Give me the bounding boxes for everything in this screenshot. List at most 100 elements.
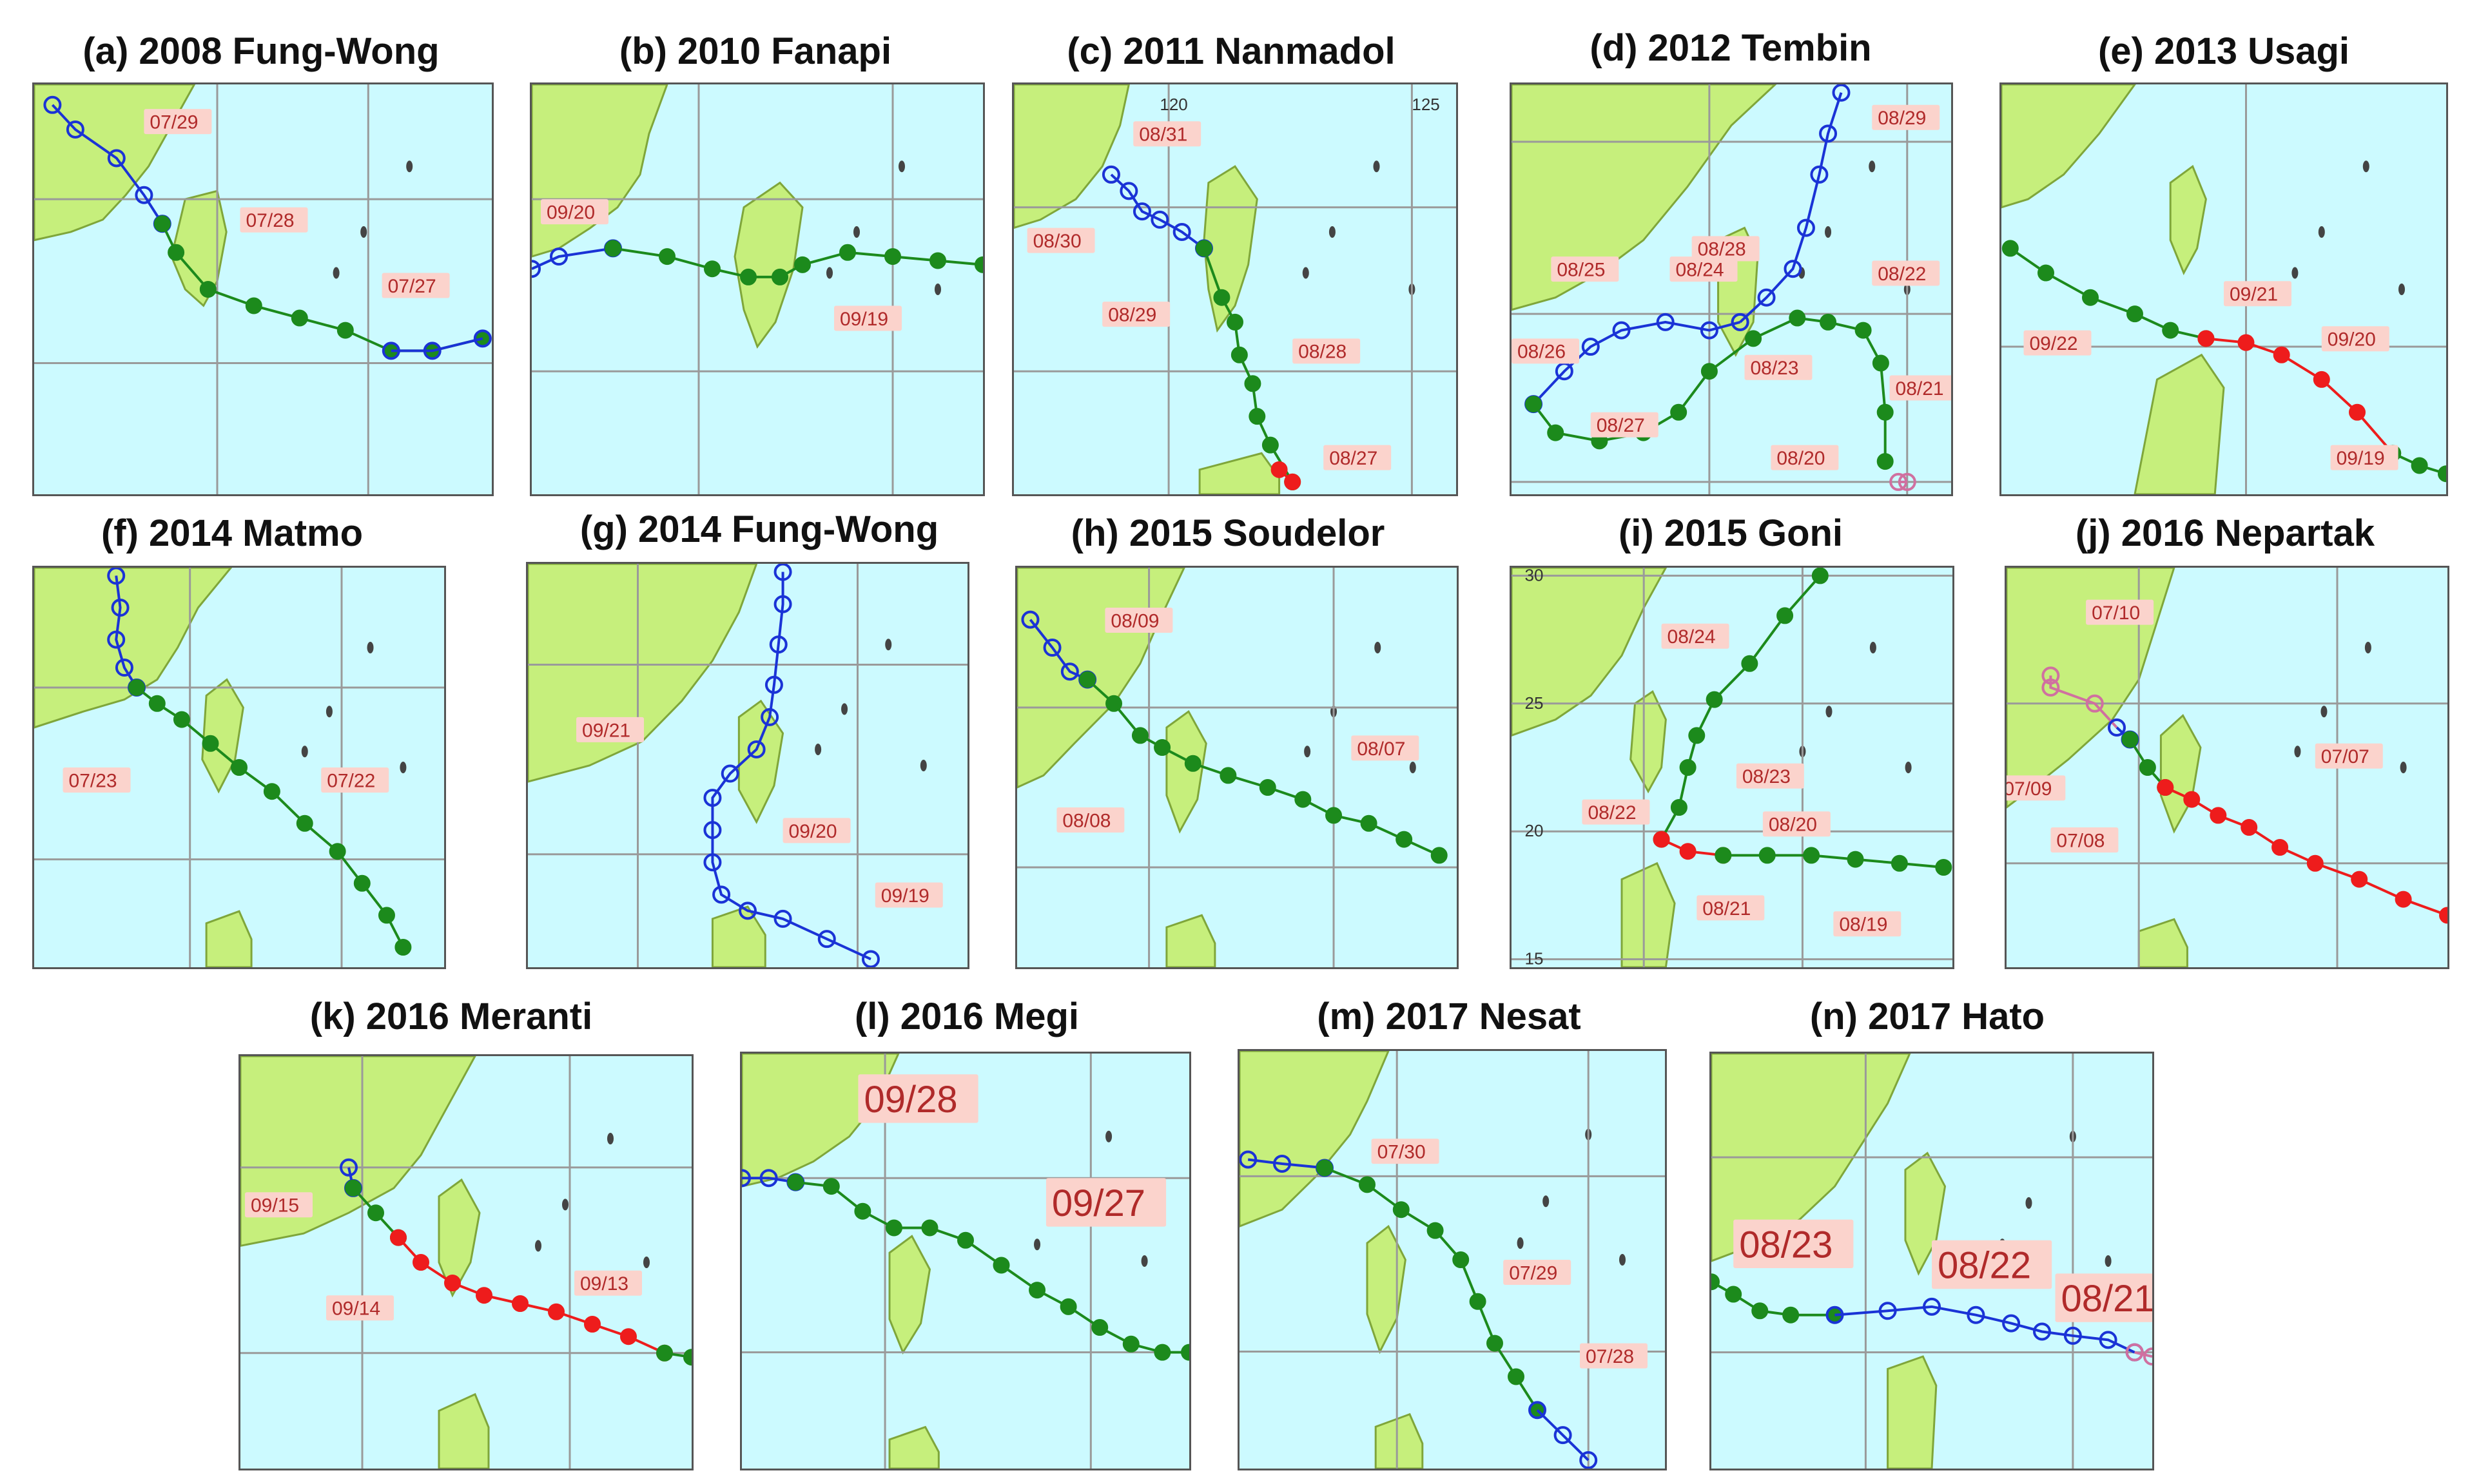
date-label-background: [858, 1074, 978, 1123]
track-point-green: [854, 1202, 871, 1220]
island-mark: [1304, 746, 1311, 758]
date-label-text: 08/24: [1676, 260, 1724, 281]
date-label-background: [1669, 256, 1738, 282]
track-point-green: [378, 907, 395, 924]
track-point-green: [1395, 831, 1413, 848]
track-point-blue: [1120, 182, 1138, 200]
track-point-blue: [773, 909, 792, 928]
track-point-blue: [111, 599, 130, 617]
track-point-green: [1079, 671, 1096, 688]
land-luzon: [711, 905, 766, 967]
track-point-blue: [1043, 639, 1062, 657]
date-label-text: 09/19: [881, 885, 929, 907]
land-mainland: [34, 568, 233, 729]
track-point-green: [772, 268, 788, 285]
track-point-green: [345, 1179, 362, 1197]
date-label-text: 07/10: [2092, 602, 2140, 624]
date-label-background: [1102, 302, 1171, 327]
date-label-text: 09/20: [547, 202, 595, 224]
date-label: 09/22: [2023, 330, 2092, 356]
track-map: 08/29 08/25 08/24 08/28 08/22 08/26 08/23 08/21…: [1510, 82, 1953, 496]
map-canvas: 07/10 07/07 07/09 07/08: [2007, 568, 2447, 967]
track-line-green: [1324, 1166, 1539, 1411]
track-point-green: [1715, 847, 1732, 864]
track-line-green: [1086, 679, 1440, 857]
track-point-blue: [550, 247, 568, 266]
map-canvas: 09/15 09/13 09/14: [240, 1056, 692, 1469]
island-mark: [1869, 160, 1876, 173]
date-label-text: 08/20: [1776, 448, 1825, 469]
date-label-background: [541, 199, 608, 225]
date-label: 09/20: [541, 199, 608, 225]
track-point-green: [822, 1178, 840, 1195]
date-label: 09/15: [245, 1192, 313, 1218]
date-label-background: [1691, 236, 1760, 262]
track-point-green: [1244, 375, 1261, 392]
track-point-green: [394, 939, 412, 956]
track-point-green: [1261, 436, 1279, 454]
track-point-blue: [712, 885, 731, 904]
track-point-green: [1029, 1282, 1046, 1299]
track-point-blue: [1021, 610, 1040, 629]
date-label-text: 08/28: [1298, 342, 1347, 363]
land-mainland: [34, 84, 196, 242]
island-mark: [815, 743, 822, 755]
island-mark: [2320, 706, 2328, 718]
track-point-green: [1725, 1286, 1742, 1303]
land-mainland: [1512, 568, 1668, 737]
track-point-blue: [817, 930, 836, 949]
track-point-blue: [115, 659, 133, 677]
panel-title: (h) 2015 Soudelor: [1071, 512, 1385, 554]
track-point-pink: [2143, 1347, 2152, 1366]
land-luzon: [1165, 914, 1216, 967]
date-label-background: [1351, 735, 1419, 761]
map-canvas: 09/20 09/19: [532, 84, 983, 494]
track-point-green: [1758, 847, 1776, 864]
track-point-green: [296, 814, 313, 832]
island-mark: [1141, 1255, 1148, 1267]
date-label: 09/19: [2330, 445, 2398, 470]
track-point-blue: [66, 120, 84, 139]
date-label-text: 07/28: [246, 210, 295, 231]
date-label-text: 08/20: [1769, 814, 1817, 836]
date-label-background: [2321, 326, 2389, 352]
date-label: 09/21: [576, 717, 645, 742]
track-point-green: [1154, 1344, 1171, 1361]
track-point-blue: [861, 950, 880, 967]
date-label-text: 07/28: [1586, 1346, 1634, 1367]
track-point-green: [2126, 305, 2143, 323]
track-point-green: [1525, 396, 1542, 413]
date-label-background: [1744, 354, 1813, 380]
date-label-background: [240, 207, 308, 233]
date-label: 09/14: [326, 1295, 394, 1321]
track-point-blue: [1923, 1297, 1941, 1316]
track-point-blue: [1102, 165, 1120, 184]
track-point-green: [1181, 1344, 1189, 1361]
date-label: 08/23: [1736, 763, 1804, 789]
land-luzon: [1620, 862, 1676, 967]
track-point-green: [1547, 424, 1564, 441]
track-point-green: [1741, 655, 1758, 672]
panel-title: (i) 2015 Goni: [1618, 512, 1843, 554]
date-label-background: [1833, 911, 1901, 937]
map-canvas: 07/30 07/29 07/28: [1240, 1051, 1665, 1469]
date-label-background: [1512, 338, 1579, 364]
grid-tick-label: 15: [1525, 949, 1544, 967]
date-label-background: [2315, 743, 2383, 769]
date-label: 09/19: [834, 305, 902, 331]
track-point-green: [1670, 403, 1687, 421]
track-map: 09/21 09/22 09/20 09/19: [1999, 82, 2448, 496]
island-mark: [406, 160, 413, 173]
date-label-background: [1056, 807, 1125, 833]
date-label-text: 08/26: [1517, 342, 1566, 363]
grid-tick-label: 20: [1525, 821, 1544, 840]
track-point-green: [231, 759, 248, 776]
island-mark: [920, 760, 927, 771]
date-label: 08/28: [1292, 338, 1361, 364]
track-point-green: [683, 1349, 692, 1366]
date-label-text: 07/27: [388, 276, 436, 297]
track-point-green: [353, 874, 371, 892]
date-label-background: [144, 109, 212, 135]
date-label: 08/22: [1582, 799, 1650, 825]
island-mark: [400, 762, 407, 773]
